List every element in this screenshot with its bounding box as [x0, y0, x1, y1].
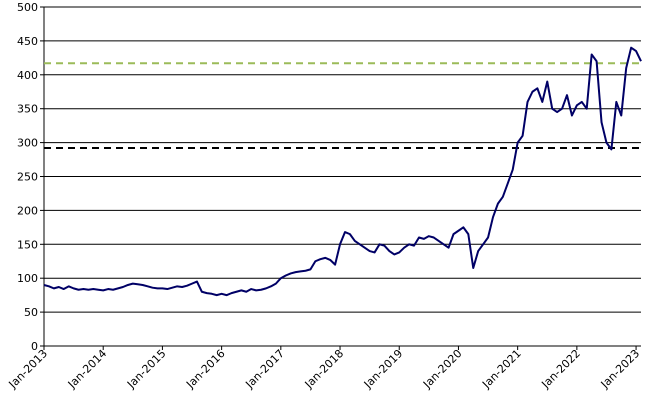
x-tick-label: Jan-2014	[65, 347, 109, 391]
x-tick-label: Jan-2013	[6, 347, 50, 391]
data-line	[43, 46, 642, 297]
x-tick-label: Jan-2015	[124, 347, 168, 391]
y-tick-label: 50	[24, 306, 38, 319]
y-tick-label: 250	[17, 171, 38, 184]
x-tick-label: Jan-2017	[242, 347, 286, 391]
x-tick-label: Jan-2020	[420, 347, 464, 391]
y-tick-label: 400	[17, 69, 38, 82]
x-tick-label: Jan-2019	[361, 347, 405, 391]
y-tick-label: 300	[17, 137, 38, 150]
y-tick-label: 500	[17, 1, 38, 14]
x-tick-label: Jan-2022	[538, 347, 582, 391]
x-tick-label: Jan-2018	[302, 347, 346, 391]
y-tick-label: 0	[31, 340, 38, 353]
y-tick-label: 350	[17, 103, 38, 116]
x-tick-label: Jan-2023	[598, 347, 642, 391]
y-tick-label: 150	[17, 238, 38, 251]
y-tick-label: 450	[17, 35, 38, 48]
x-tick-label: Jan-2021	[479, 347, 523, 391]
y-tick-label: 200	[17, 204, 38, 217]
x-tick-label: Jan-2016	[183, 347, 227, 391]
y-tick-label: 100	[17, 272, 38, 285]
